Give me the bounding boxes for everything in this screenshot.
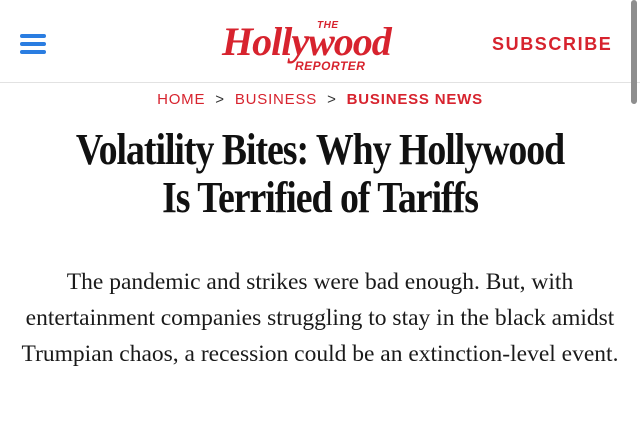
logo-hollywood-text: Hollywood [222,19,392,64]
site-header: THE Hollywood REPORTER SUBSCRIBE [0,0,640,83]
subscribe-button[interactable]: SUBSCRIBE [492,34,613,54]
breadcrumb-separator: > [327,91,337,108]
logo-the-text: THE [317,20,339,31]
breadcrumb-separator: > [215,91,225,108]
menu-bar-middle [20,42,46,46]
article-dek: The pandemic and strikes were bad enough… [21,269,619,367]
breadcrumb-business-news-link[interactable]: BUSINESS NEWS [346,91,483,108]
article-headline: Volatility Bites: Why Hollywood Is Terri… [75,125,565,222]
breadcrumb-business-link[interactable]: BUSINESS [234,91,318,108]
menu-bar-top [20,34,46,38]
menu-bar-bottom [20,50,46,54]
site-logo[interactable]: THE Hollywood REPORTER [222,10,422,78]
breadcrumb: HOME > BUSINESS > BUSINESS NEWS [0,91,640,108]
logo-reporter-text: REPORTER [295,59,366,73]
scrollbar[interactable] [631,0,637,104]
breadcrumb-home-link[interactable]: HOME [157,91,206,108]
hamburger-menu-icon[interactable] [20,34,48,56]
